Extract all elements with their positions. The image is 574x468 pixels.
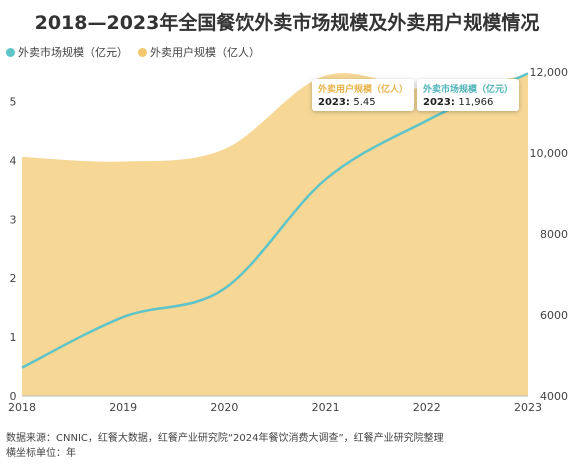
- tooltip-users-year: 2023: [318, 97, 346, 108]
- y-right-tick-label: 8000: [540, 228, 568, 241]
- legend-label-market: 外卖市场规模（亿元）: [18, 46, 128, 59]
- tooltip-users-value: 5.45: [353, 97, 376, 108]
- x-tick-label: 2018: [8, 401, 36, 414]
- legend-item-users[interactable]: 外卖用户规模（亿人）: [138, 44, 260, 60]
- y-left-tick-label: 3: [10, 213, 17, 226]
- tooltip-market-name: 外卖市场规模（亿元）: [423, 85, 514, 95]
- y-left-tick-label: 0: [10, 390, 17, 403]
- legend-swatch-market: [6, 47, 15, 57]
- tooltip-market: 外卖市场规模（亿元） 2023: 11,966: [417, 79, 520, 111]
- y-right-tick-label: 6000: [540, 309, 568, 322]
- tooltip-users: 外卖用户规模（亿人） 2023: 5.45: [312, 79, 415, 111]
- legend-label-users: 外卖用户规模（亿人）: [150, 46, 260, 59]
- market-line: [21, 72, 529, 369]
- x-tick-label: 2019: [109, 401, 137, 414]
- y-left-tick-label: 4: [10, 154, 17, 167]
- tooltip-market-year: 2023: [423, 97, 451, 108]
- legend-item-market[interactable]: 外卖市场规模（亿元）: [6, 44, 128, 60]
- x-tick-label: 2021: [312, 401, 340, 414]
- x-tick-label: 2023: [514, 401, 542, 414]
- y-right-tick-label: 12,000: [530, 66, 569, 79]
- y-left-tick-label: 5: [10, 95, 17, 108]
- x-tick-label: 2020: [210, 401, 238, 414]
- tooltip-users-name: 外卖用户规模（亿人）: [318, 85, 409, 95]
- footer: 数据来源：CNNIC，红餐大数据，红餐产业研究院“2024年餐饮消费大调查”，红…: [6, 431, 444, 461]
- source-note: 数据来源：CNNIC，红餐大数据，红餐产业研究院“2024年餐饮消费大调查”，红…: [6, 433, 444, 444]
- y-right-tick-label: 4000: [540, 390, 568, 403]
- chart-title: 2018—2023年全国餐饮外卖市场规模及外卖用户规模情况: [34, 12, 540, 34]
- legend-swatch-users: [138, 47, 147, 57]
- y-left-tick-label: 2: [10, 272, 17, 285]
- y-left-tick-label: 1: [10, 331, 17, 344]
- legend: 外卖市场规模（亿元） 外卖用户规模（亿人）: [6, 44, 260, 60]
- x-tick-label: 2022: [413, 401, 441, 414]
- x-unit-note: 横坐标单位：年: [6, 448, 76, 459]
- y-right-tick-label: 10,000: [530, 147, 569, 160]
- tooltip-market-value: 11,966: [458, 97, 494, 108]
